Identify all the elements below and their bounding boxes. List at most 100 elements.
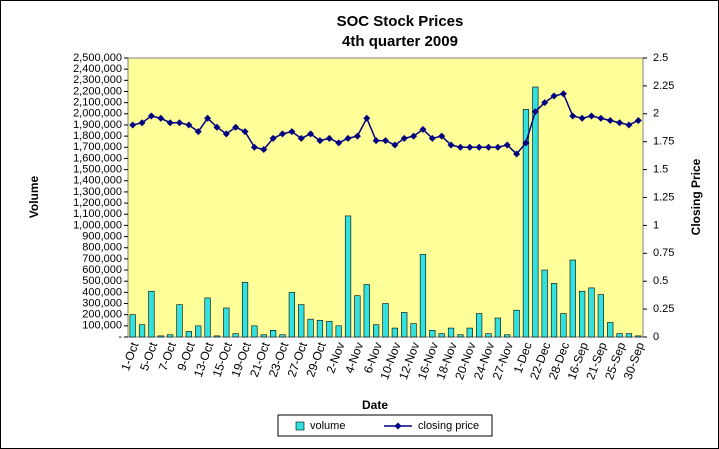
- y-tick-label: 1,800,000: [73, 130, 122, 142]
- bar: [213, 335, 221, 338]
- price-marker: [316, 137, 324, 145]
- y-tick-label: 2,400,000: [73, 63, 122, 75]
- bar: [485, 333, 492, 338]
- bar: [232, 333, 239, 338]
- price-marker: [194, 128, 202, 136]
- price-marker: [344, 134, 352, 142]
- y-tick-label: 1,100,000: [73, 208, 122, 220]
- price-marker: [438, 132, 446, 140]
- price-marker: [569, 112, 577, 120]
- bar: [419, 254, 427, 338]
- price-marker: [597, 114, 605, 122]
- price-marker: [138, 119, 146, 127]
- bar: [541, 269, 548, 338]
- price-marker: [588, 112, 595, 120]
- y-axis-title: Volume: [27, 175, 41, 218]
- bar: [616, 333, 623, 338]
- bar: [270, 330, 277, 338]
- y2-tick-label: 1.5: [653, 164, 668, 176]
- y2-tick-label: 0.5: [653, 275, 668, 287]
- bar: [260, 334, 267, 338]
- y2-tick-label: 1.25: [653, 191, 674, 203]
- y-tick-label: 400,000: [82, 286, 122, 298]
- price-marker: [400, 134, 408, 142]
- bar: [344, 215, 352, 338]
- x-axis-title: Date: [362, 398, 388, 412]
- bar: [195, 325, 202, 338]
- price-marker: [625, 121, 633, 129]
- price-marker: [634, 116, 642, 124]
- chart-subtitle: 4th quarter 2009: [342, 33, 458, 50]
- price-marker: [513, 150, 521, 158]
- bar: [148, 290, 155, 338]
- y-tick-label: 2,500,000: [73, 52, 122, 64]
- bar: [129, 314, 136, 338]
- price-marker: [232, 123, 240, 131]
- price-marker: [204, 114, 212, 122]
- bar: [429, 330, 436, 338]
- price-marker: [288, 128, 296, 136]
- y-tick-label: 900,000: [82, 230, 122, 242]
- price-marker: [419, 125, 427, 133]
- y-tick-label: -: [118, 331, 122, 343]
- bar: [307, 318, 314, 338]
- bar: [625, 333, 633, 338]
- bar: [447, 327, 455, 338]
- y-tick-label: 2,000,000: [73, 108, 122, 120]
- price-marker: [606, 116, 614, 124]
- bar: [251, 325, 258, 338]
- bar: [279, 334, 286, 338]
- price-marker: [213, 123, 221, 131]
- price-marker: [325, 134, 333, 142]
- plot-area: [127, 57, 644, 338]
- y2-axis-title: Closing Price: [689, 158, 703, 235]
- bar: [316, 319, 324, 338]
- y-tick-label: 500,000: [82, 275, 122, 287]
- y-tick-label: 700,000: [82, 253, 122, 265]
- price-marker: [147, 112, 155, 120]
- bar: [494, 317, 501, 338]
- price-marker: [466, 143, 474, 151]
- legend-swatch: [295, 421, 305, 431]
- legend-label: closing price: [418, 420, 479, 432]
- price-marker: [428, 134, 436, 142]
- bar: [401, 312, 408, 338]
- bar: [382, 303, 389, 338]
- price-marker: [382, 137, 389, 145]
- price-marker: [550, 92, 558, 100]
- price-marker: [578, 114, 586, 122]
- price-marker: [616, 119, 624, 127]
- bar: [579, 290, 586, 338]
- y-tick-label: 800,000: [82, 242, 122, 254]
- y-tick-label: 200,000: [82, 309, 122, 321]
- bar: [522, 109, 530, 338]
- y-tick-label: 600,000: [82, 264, 122, 276]
- bar: [335, 325, 342, 338]
- bar: [597, 294, 604, 338]
- price-marker: [475, 143, 483, 151]
- y-tick-label: 2,100,000: [73, 97, 122, 109]
- y2-tick-label: 0.75: [653, 247, 674, 259]
- bar: [391, 327, 398, 338]
- y-tick-label: 1,600,000: [73, 152, 122, 164]
- y2-tick-label: 2: [653, 108, 659, 120]
- price-marker: [307, 130, 315, 138]
- bar: [185, 331, 192, 338]
- bar: [223, 307, 230, 338]
- price-marker: [391, 141, 399, 149]
- y2-tick-label: 0.25: [653, 303, 674, 315]
- bar: [288, 292, 295, 338]
- bar: [513, 309, 520, 338]
- y-tick-label: 300,000: [82, 297, 122, 309]
- bar: [476, 313, 483, 338]
- y-tick-label: 100,000: [82, 320, 122, 332]
- bar: [241, 282, 249, 338]
- price-marker: [559, 90, 567, 98]
- price-marker: [297, 134, 305, 142]
- price-marker: [185, 121, 193, 129]
- y-tick-label: 1,200,000: [73, 197, 122, 209]
- legend-marker: [394, 422, 402, 430]
- bar: [532, 86, 539, 338]
- y2-tick-label: 1: [653, 219, 659, 231]
